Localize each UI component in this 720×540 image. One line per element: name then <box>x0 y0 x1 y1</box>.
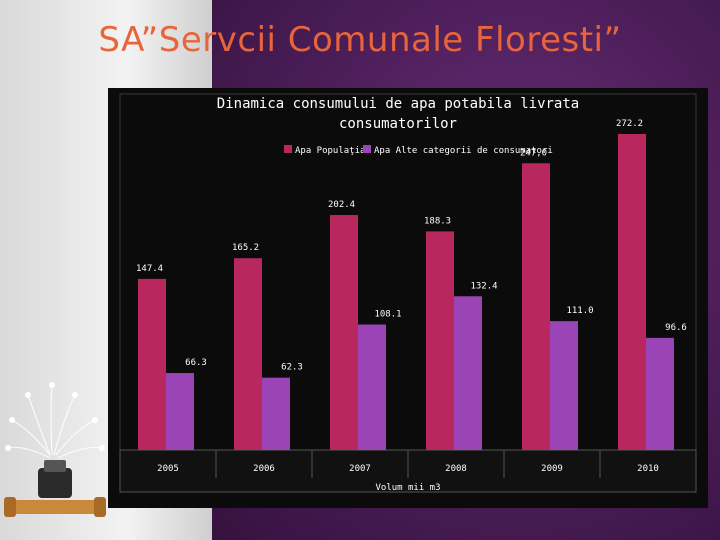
chart-title-line-2: consumatorilor <box>339 116 457 132</box>
bar-2009-series-1 <box>522 163 550 451</box>
category-label-2005: 2005 <box>157 464 179 474</box>
x-axis-label: Volum mii m3 <box>375 483 440 493</box>
data-label-2006-series-2: 62.3 <box>281 363 303 373</box>
bar-2010-series-1 <box>618 134 646 450</box>
bars-group: 147.4 66.3 165.2 62.3 202.4 108.1 188.3 132.4 24… <box>136 119 687 451</box>
category-label-2006: 2006 <box>253 464 275 474</box>
chart-title-line-1: Dinamica consumului de apa potabila livr… <box>217 96 579 112</box>
category-label-2007: 2007 <box>349 464 371 474</box>
bar-2010-series-2 <box>646 337 674 450</box>
data-label-2006-series-1: 165.2 <box>232 243 259 253</box>
data-label-2005-series-2: 66.3 <box>185 358 207 368</box>
bar-2008-series-2 <box>454 296 482 450</box>
data-label-2009-series-1: 247,0 <box>520 148 547 158</box>
chart-legend: Apa Populaţia Apa Alte categorii de cons… <box>284 145 553 156</box>
category-labels: 2005 2006 2007 2008 2009 2010 <box>157 450 659 478</box>
bar-2008-series-1 <box>426 231 454 450</box>
bar-2007-series-2 <box>358 324 386 450</box>
category-label-2010: 2010 <box>637 464 659 474</box>
bar-2006-series-2 <box>262 377 290 450</box>
legend-swatch-series-1 <box>284 145 292 153</box>
bar-2005-series-1 <box>138 278 166 450</box>
bar-chart: Dinamica consumului de apa potabila livr… <box>119 93 697 493</box>
data-label-2005-series-1: 147.4 <box>136 264 163 274</box>
data-label-2007-series-2: 108.1 <box>374 310 401 320</box>
legend-label-series-2: Apa Alte categorii de consumatori <box>374 146 553 156</box>
legend-swatch-series-2 <box>363 145 371 153</box>
data-label-2010-series-2: 96.6 <box>665 323 687 333</box>
slide-title: SA”Servcii Comunale Floresti” <box>98 20 622 60</box>
data-label-2007-series-1: 202.4 <box>328 200 355 210</box>
legend-label-series-1: Apa Populaţia <box>295 146 365 156</box>
bar-2005-series-2 <box>166 373 194 450</box>
bar-2009-series-2 <box>550 321 578 450</box>
bar-2006-series-1 <box>234 258 262 450</box>
data-label-2010-series-1: 272.2 <box>616 119 643 129</box>
chart-frame: Dinamica consumului de apa potabila livr… <box>108 88 708 508</box>
category-label-2009: 2009 <box>541 464 563 474</box>
water-meter-illustration <box>4 382 106 517</box>
data-label-2008-series-2: 132.4 <box>470 281 497 291</box>
bar-2007-series-1 <box>330 215 358 450</box>
data-label-2009-series-2: 111.0 <box>566 306 593 316</box>
category-label-2008: 2008 <box>445 464 467 474</box>
data-label-2008-series-1: 188.3 <box>424 216 451 226</box>
